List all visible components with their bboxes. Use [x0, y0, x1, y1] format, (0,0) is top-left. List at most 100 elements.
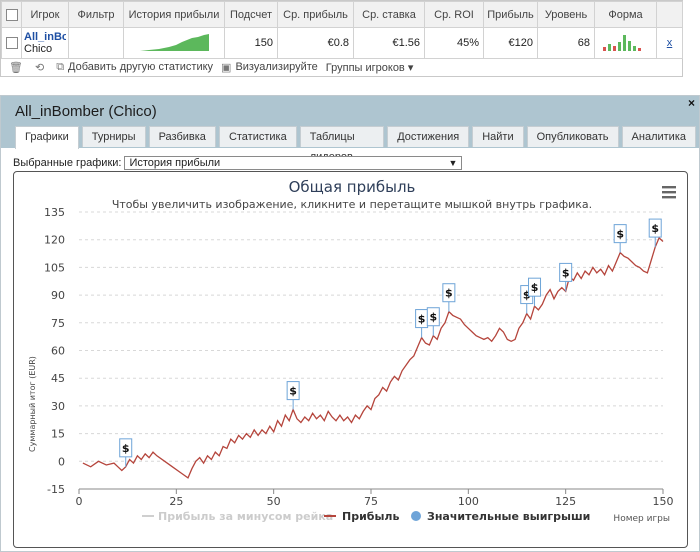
- chevron-down-icon: ▼: [448, 158, 458, 168]
- big-win-flag[interactable]: $: [613, 224, 627, 253]
- big-win-flag[interactable]: $: [286, 381, 300, 410]
- big-win-flag[interactable]: $: [442, 283, 456, 312]
- big-win-flag[interactable]: $: [426, 307, 440, 336]
- menu-icon[interactable]: [662, 186, 676, 199]
- tab-achievements[interactable]: Достижения: [387, 126, 470, 147]
- form-bars: [594, 27, 657, 59]
- tab-breakdown[interactable]: Разбивка: [148, 126, 216, 147]
- legend-bigwins-item[interactable]: Значительные выигрыши: [411, 510, 590, 523]
- form-chart: [603, 35, 641, 51]
- image-icon: ▣: [221, 61, 232, 74]
- profit-series-line[interactable]: [82, 236, 664, 479]
- profit-cell: €120: [483, 27, 538, 59]
- y-axis-label: Суммарный итог (EUR): [28, 356, 37, 452]
- player-name-link[interactable]: All_inBo: [24, 31, 66, 43]
- table-row[interactable]: All_inBo Chico 150 €0.8 €1.56 45% €120 6…: [1, 27, 683, 59]
- tab-statistics[interactable]: Статистика: [218, 126, 297, 147]
- y-tick-label: 90: [51, 289, 65, 302]
- x-tick-label: 75: [364, 495, 378, 508]
- header-profit-history[interactable]: История прибыли: [123, 1, 225, 28]
- svg-text:$: $: [429, 311, 437, 324]
- tab-leaderboards[interactable]: Таблицы лидеров: [299, 126, 385, 163]
- tab-analytics[interactable]: Аналитика: [621, 126, 696, 147]
- graph-select-label: Выбранные графики:: [13, 157, 122, 169]
- y-tick-label: 30: [51, 400, 65, 413]
- big-win-flag[interactable]: $: [119, 438, 133, 467]
- player-cell[interactable]: All_inBo Chico: [21, 27, 69, 59]
- tab-tournaments[interactable]: Турниры: [81, 126, 146, 147]
- remove-player-link[interactable]: x: [666, 37, 673, 49]
- player-groups-dropdown[interactable]: Группы игроков ▾: [325, 61, 414, 74]
- svg-text:$: $: [445, 287, 453, 300]
- legend-profit-item[interactable]: Прибыль: [324, 510, 399, 523]
- stats-toolbar: 🗑 ⟲ ⧉ Добавить другую статистику ▣ Визуа…: [1, 56, 682, 78]
- y-tick-label: 105: [44, 261, 65, 274]
- tab-find[interactable]: Найти: [472, 126, 524, 147]
- trash-icon[interactable]: 🗑: [9, 61, 23, 74]
- x-tick-label: 50: [267, 495, 281, 508]
- legend-profit-label: Прибыль: [342, 510, 399, 523]
- count-cell: 150: [224, 27, 278, 59]
- add-stat-button[interactable]: ⧉ Добавить другую статистику: [56, 60, 214, 74]
- avg-roi-cell: 45%: [424, 27, 484, 59]
- big-win-flag[interactable]: $: [559, 262, 573, 292]
- header-avg-stake[interactable]: Ср. ставка: [353, 1, 425, 28]
- player-dialog: All_inBomber (Chico) × Графики Турниры Р…: [0, 95, 700, 552]
- y-tick-label: 60: [51, 345, 65, 358]
- select-all-checkbox[interactable]: [1, 1, 22, 28]
- y-tick-label: 120: [44, 234, 65, 247]
- add-stat-icon: ⧉: [56, 60, 65, 73]
- svg-text:$: $: [562, 266, 570, 279]
- y-tick-label: 75: [51, 317, 65, 330]
- legend-rake-item[interactable]: Прибыль за минусом рейка: [142, 510, 333, 523]
- tab-publish[interactable]: Опубликовать: [526, 126, 619, 147]
- player-stats-panel: Игрок Фильтр История прибыли Подсчет Ср.…: [0, 0, 683, 77]
- avg-profit-cell: €0.8: [277, 27, 354, 59]
- svg-text:$: $: [418, 313, 426, 326]
- header-profit[interactable]: Прибыль: [483, 1, 538, 28]
- tab-graphs[interactable]: Графики: [15, 126, 79, 149]
- x-tick-label: 0: [76, 495, 83, 508]
- profit-chart-svg[interactable]: -15 0 15 30 45 60 75 90 105 120 135 0 25 50 75 100 125 15…: [14, 172, 687, 547]
- legend-bigwins-label: Значительные выигрыши: [427, 510, 590, 523]
- header-filter[interactable]: Фильтр: [68, 1, 124, 28]
- y-tick-label: -15: [47, 483, 65, 496]
- header-avg-roi[interactable]: Ср. ROI: [424, 1, 484, 28]
- x-axis-label: Номер игры: [613, 514, 670, 524]
- graph-select-value: История прибыли: [129, 157, 221, 169]
- player-site: Chico: [24, 43, 53, 55]
- svg-text:$: $: [651, 222, 659, 235]
- header-empty: [656, 1, 683, 28]
- refresh-icon[interactable]: ⟲: [34, 61, 45, 74]
- x-tick-label: 100: [458, 495, 479, 508]
- header-player[interactable]: Игрок: [21, 1, 69, 28]
- header-level[interactable]: Уровень: [537, 1, 595, 28]
- row-checkbox[interactable]: [1, 27, 22, 59]
- big-win-flag[interactable]: $: [528, 277, 542, 307]
- svg-text:$: $: [523, 289, 531, 302]
- header-form[interactable]: Форма: [594, 1, 657, 28]
- level-cell: 68: [537, 27, 595, 59]
- dialog-tabs: Графики Турниры Разбивка Статистика Табл…: [15, 126, 699, 163]
- graph-select[interactable]: История прибыли ▼: [124, 156, 463, 170]
- svg-text:$: $: [122, 442, 130, 455]
- graph-select-row: Выбранные графики: История прибыли ▼: [13, 156, 463, 170]
- profit-chart[interactable]: -15 0 15 30 45 60 75 90 105 120 135 0 25 50 75 100 125 15…: [13, 171, 688, 548]
- x-tick-label: 150: [653, 495, 674, 508]
- big-win-flag[interactable]: $: [415, 309, 429, 338]
- big-win-flag[interactable]: $: [648, 218, 662, 248]
- y-tick-label: 135: [44, 206, 65, 219]
- legend-rake-label: Прибыль за минусом рейка: [158, 510, 333, 523]
- svg-text:$: $: [289, 385, 297, 398]
- x-tick-label: 25: [169, 495, 183, 508]
- header-avg-profit[interactable]: Ср. прибыль: [277, 1, 354, 28]
- chart-title: Общая прибыль: [289, 178, 416, 196]
- visualize-button[interactable]: ▣ Визуализируйте: [221, 61, 318, 74]
- chart-legend: Прибыль за минусом рейка Прибыль Значите…: [142, 510, 590, 523]
- y-tick-label: 15: [51, 428, 65, 441]
- sparkline-chart: [140, 34, 209, 51]
- close-icon[interactable]: ×: [687, 96, 695, 110]
- header-count[interactable]: Подсчет: [224, 1, 278, 28]
- chart-subtitle: Чтобы увеличить изображение, кликните и …: [112, 198, 592, 211]
- remove-player-cell[interactable]: x: [656, 27, 683, 59]
